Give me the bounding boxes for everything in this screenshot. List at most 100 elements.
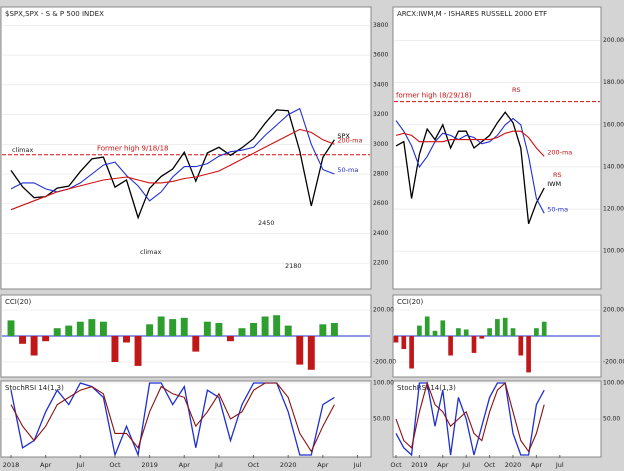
x-tick-label: 2019 <box>411 461 428 469</box>
x-tick-label: Jul <box>214 461 223 469</box>
bar <box>99 321 107 336</box>
panel-title: CCI(20) <box>397 298 423 306</box>
annotation: climax <box>140 248 162 256</box>
bar <box>471 336 477 353</box>
panel-frame <box>392 6 602 290</box>
reference-label: Former high 9/18/18 <box>97 145 169 153</box>
y-tick-label: 100.00 <box>603 248 624 255</box>
series-line <box>395 382 545 457</box>
y-tick-label: 180.00 <box>603 79 624 86</box>
annotation: 2450 <box>258 219 275 227</box>
bar <box>238 328 246 336</box>
bar <box>518 336 524 356</box>
bar <box>261 316 269 336</box>
bar <box>479 336 485 339</box>
y-tick-label: 200.00 <box>603 37 624 44</box>
bar <box>307 336 315 370</box>
panel-title: StochRSI 14(1,3) <box>5 384 64 392</box>
x-tick-label: Apr <box>317 461 329 469</box>
y-tick-label: 2800 <box>373 171 388 178</box>
panel-title: StochRSI 14(1,3) <box>397 384 456 392</box>
bar <box>65 325 73 336</box>
y-tick-label: 3000 <box>373 141 388 148</box>
y-tick-label: 140.00 <box>603 163 624 170</box>
bar <box>180 317 188 336</box>
y-tick-label: 2400 <box>373 230 388 237</box>
x-tick-label: Jul <box>555 461 564 469</box>
y-tick-label: 160.00 <box>603 121 624 128</box>
y-tick-label: 2600 <box>373 200 388 207</box>
bar <box>123 336 130 343</box>
x-tick-label: Apr <box>40 461 52 469</box>
annotation: RS <box>553 171 562 179</box>
bar <box>534 328 539 336</box>
reference-label: former high (8/29/18) <box>396 92 472 100</box>
bar <box>76 321 84 336</box>
y-tick-label: -200.00 <box>603 359 624 366</box>
series-label: 50-ma <box>547 205 568 213</box>
series-label: 200-ma <box>337 136 362 144</box>
bar <box>7 320 15 336</box>
bar <box>541 321 547 336</box>
bar <box>319 324 327 336</box>
panel-frame <box>0 6 372 290</box>
series-line <box>10 382 335 453</box>
series-line <box>395 130 545 157</box>
annotation: climax <box>12 146 34 154</box>
x-tick-label: Jul <box>353 461 362 469</box>
y-tick-label: 50.00 <box>373 416 390 423</box>
x-tick-label: Apr <box>179 461 191 469</box>
series-label: IWM <box>547 180 561 188</box>
x-tick-label: Jul <box>75 461 84 469</box>
x-tick-label: 2018 <box>3 461 20 469</box>
x-tick-label: 2020 <box>505 461 522 469</box>
bar <box>273 315 281 336</box>
bar <box>250 323 258 336</box>
bar <box>424 316 430 336</box>
bar <box>440 320 446 336</box>
bar <box>487 328 492 336</box>
x-tick-label: Apr <box>437 461 449 469</box>
panel-title: $SPX,SPX - S & P 500 INDEX <box>5 10 104 18</box>
bar <box>330 323 338 336</box>
y-tick-label: -200.00 <box>373 359 396 366</box>
y-tick-label: 3400 <box>373 81 388 88</box>
x-tick-label: 2020 <box>280 461 297 469</box>
bar <box>146 324 154 336</box>
y-tick-label: 200.00 <box>373 307 394 314</box>
bar <box>401 336 407 349</box>
bar <box>417 325 422 336</box>
bar <box>169 319 177 336</box>
annotation: RS <box>512 86 521 94</box>
y-tick-label: 3800 <box>373 22 388 29</box>
series-label: SPX <box>337 132 350 140</box>
bar <box>526 336 531 373</box>
bar <box>111 336 119 362</box>
y-tick-label: 120.00 <box>603 206 624 213</box>
bar <box>432 330 438 336</box>
y-tick-label: 2200 <box>373 260 388 267</box>
bar <box>456 328 461 336</box>
y-tick-label: 100.00 <box>603 380 624 387</box>
bar <box>88 319 96 336</box>
series-line <box>395 117 545 214</box>
y-tick-label: 50.00 <box>603 416 620 423</box>
y-tick-label: 200.00 <box>603 307 624 314</box>
bar <box>215 323 223 336</box>
x-tick-label: Apr <box>531 461 543 469</box>
x-tick-label: Oct <box>248 461 260 469</box>
y-tick-label: 3600 <box>373 52 388 59</box>
x-tick-label: Oct <box>390 461 402 469</box>
y-tick-label: 100.00 <box>373 380 394 387</box>
series-line <box>10 128 335 211</box>
bar <box>409 336 414 369</box>
bar <box>296 336 304 365</box>
annotation: 2180 <box>285 262 302 270</box>
x-tick-label: 2019 <box>141 461 158 469</box>
series-line <box>395 381 545 453</box>
bar <box>284 325 292 336</box>
bar <box>203 321 211 336</box>
bar <box>19 336 27 344</box>
bar <box>42 336 50 342</box>
